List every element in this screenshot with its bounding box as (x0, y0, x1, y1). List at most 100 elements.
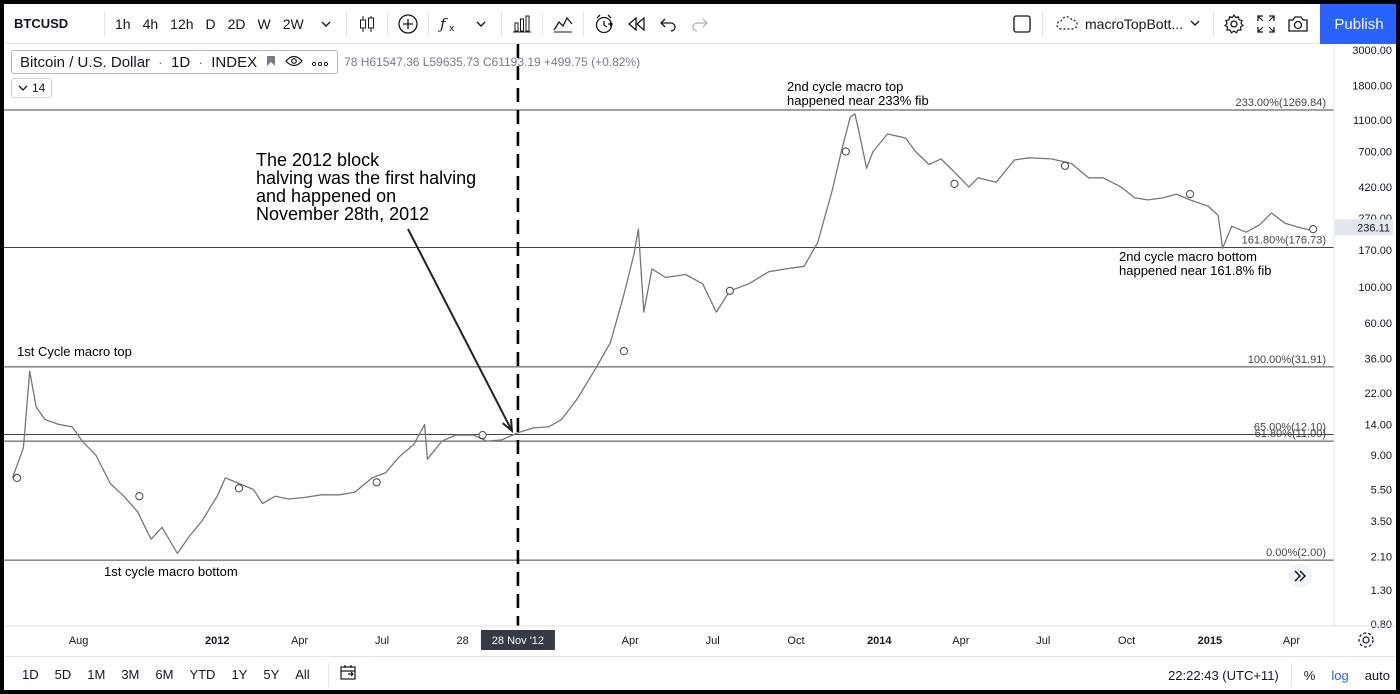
halving-arrow[interactable] (407, 228, 513, 432)
indicators-toggle[interactable]: 14 (11, 78, 53, 98)
legend-ohlc: 78 H61547.36 L59635.73 C61193.19 +499.75… (344, 55, 641, 69)
range-all[interactable]: All (295, 667, 310, 682)
event-marker (619, 347, 629, 356)
interval-d[interactable]: D (205, 15, 216, 32)
indicator-count: 14 (32, 81, 46, 95)
annotations[interactable]: The 2012 block halving was the first halv… (17, 44, 1312, 626)
layout-menu[interactable]: macroTopBott... (1047, 4, 1209, 44)
arrow-head (502, 418, 514, 434)
interval-2d[interactable]: 2D (227, 15, 246, 32)
fib-label: 233.00%(1269.84) (1235, 97, 1326, 109)
interval-1h[interactable]: 1h (115, 15, 131, 32)
financials-icon[interactable] (506, 4, 538, 44)
alert-clock-icon[interactable] (588, 4, 620, 44)
fullscreen-square-icon[interactable] (1006, 4, 1038, 44)
interval-12h[interactable]: 12h (170, 15, 194, 32)
range-5y[interactable]: 5Y (263, 667, 280, 682)
indicators-dropdown-icon[interactable] (465, 4, 497, 44)
axis-settings-icon[interactable] (1358, 632, 1374, 648)
event-marker (372, 478, 381, 487)
price-tick-label: 1100.00 (1353, 115, 1392, 127)
auto-scale-toggle[interactable]: auto (1364, 667, 1390, 683)
flag-icon[interactable] (265, 54, 277, 71)
fib-retracement[interactable]: 233.00%(1269.84) 161.80%(176.73) 100.00%(3… (4, 97, 1334, 561)
price-tick-label: 22.00 (1364, 388, 1392, 400)
legend-exchange: INDEX (211, 53, 258, 71)
interval-dropdown-icon[interactable] (310, 4, 342, 44)
layout-name-label: macroTopBott... (1085, 16, 1184, 32)
range-1d[interactable]: 1D (22, 667, 39, 682)
toolbar-divider (327, 662, 329, 687)
date-range-icon[interactable] (339, 664, 357, 685)
toolbar-divider (1213, 12, 1215, 36)
price-chart[interactable]: 233.00%(1269.84) 161.80%(176.73) 100.00%(3… (4, 44, 1397, 656)
legend-interval: 1D (171, 53, 191, 71)
price-line (11, 113, 1314, 555)
scroll-chevrons (1294, 570, 1307, 582)
range-1y[interactable]: 1Y (231, 667, 248, 682)
price-series (11, 113, 1314, 555)
redo-icon[interactable] (684, 4, 716, 44)
chart-legend: Bitcoin / U.S. Dollar · 1D · INDEX 78 H6… (11, 49, 640, 75)
price-tick-label: 60.00 (1364, 318, 1392, 330)
crosshair-date-label: 28 Nov '12 (492, 635, 544, 647)
price-tick-label: 0.80 (1371, 619, 1392, 631)
event-marker (725, 286, 734, 295)
range-3m[interactable]: 3M (121, 667, 140, 682)
range-1m[interactable]: 1M (87, 667, 106, 682)
halving-note: The 2012 block halving was the first halv… (256, 150, 476, 224)
event-marker (1185, 190, 1195, 199)
scroll-to-realtime-icon[interactable] (1288, 564, 1312, 588)
price-axis[interactable]: 3000.001800.001100.00700.00420.00270.001… (1333, 44, 1393, 631)
range-5d[interactable]: 5D (54, 667, 72, 682)
price-tick-label: 100.00 (1358, 282, 1392, 294)
undo-icon[interactable] (652, 4, 684, 44)
interval-4h[interactable]: 4h (142, 15, 159, 32)
event-markers (12, 147, 1318, 501)
time-tick-label: 2012 (205, 635, 229, 647)
log-scale-toggle[interactable]: log (1331, 667, 1349, 683)
time-tick-label: 2014 (867, 635, 892, 647)
price-tick-label: 1.30 (1371, 585, 1392, 597)
interval-w[interactable]: W (257, 15, 271, 32)
toolbar-divider (1290, 663, 1292, 687)
fullscreen-icon[interactable] (1250, 4, 1282, 44)
fib-label: 0.00%(2.00) (1266, 547, 1326, 559)
time-tick-label: Oct (1118, 635, 1135, 647)
timezone-clock[interactable]: 22:22:43 (UTC+11) (1168, 667, 1279, 683)
more-icon[interactable] (311, 54, 329, 71)
time-tick-label: Jul (706, 635, 720, 647)
symbol-legend[interactable]: Bitcoin / U.S. Dollar · 1D · INDEX (11, 50, 339, 74)
range-ytd[interactable]: YTD (189, 667, 216, 682)
camera-icon[interactable] (1282, 4, 1314, 44)
candles-icon[interactable] (351, 4, 383, 44)
toolbar-divider (104, 11, 105, 36)
time-tick-label: Jul (1036, 635, 1050, 647)
time-tick-label: 2015 (1198, 635, 1222, 647)
symbol-search[interactable]: BTCUSD (14, 16, 69, 31)
eye-icon[interactable] (285, 54, 303, 71)
percent-scale-toggle[interactable]: % (1303, 667, 1316, 683)
compare-plus-icon[interactable] (392, 4, 424, 44)
legend-dot: · (198, 53, 204, 71)
publish-button[interactable]: Publish (1320, 4, 1396, 44)
time-tick-label: 28 (457, 635, 469, 647)
templates-icon[interactable] (547, 4, 579, 44)
svg-text:x: x (449, 24, 455, 34)
event-marker (478, 431, 487, 440)
time-axis[interactable]: Aug 2012 Apr Jul 28 Apr Jul Oct 2014 Apr Jul Oct 201… (4, 625, 1397, 650)
range-6m[interactable]: 6M (155, 667, 174, 682)
last-price-tag (1335, 219, 1393, 236)
time-tick-label: Apr (291, 635, 308, 647)
price-tick-label: 700.00 (1358, 147, 1392, 159)
replay-icon[interactable] (620, 4, 652, 44)
event-marker (841, 147, 850, 156)
price-tick-label: 9.00 (1371, 450, 1392, 462)
price-tick-label: 3.50 (1371, 516, 1392, 528)
price-tick-label: 420.00 (1358, 182, 1392, 194)
settings-gear-icon[interactable] (1218, 4, 1250, 44)
time-tick-label: Jul (375, 635, 389, 647)
interval-2w[interactable]: 2W (282, 15, 304, 32)
